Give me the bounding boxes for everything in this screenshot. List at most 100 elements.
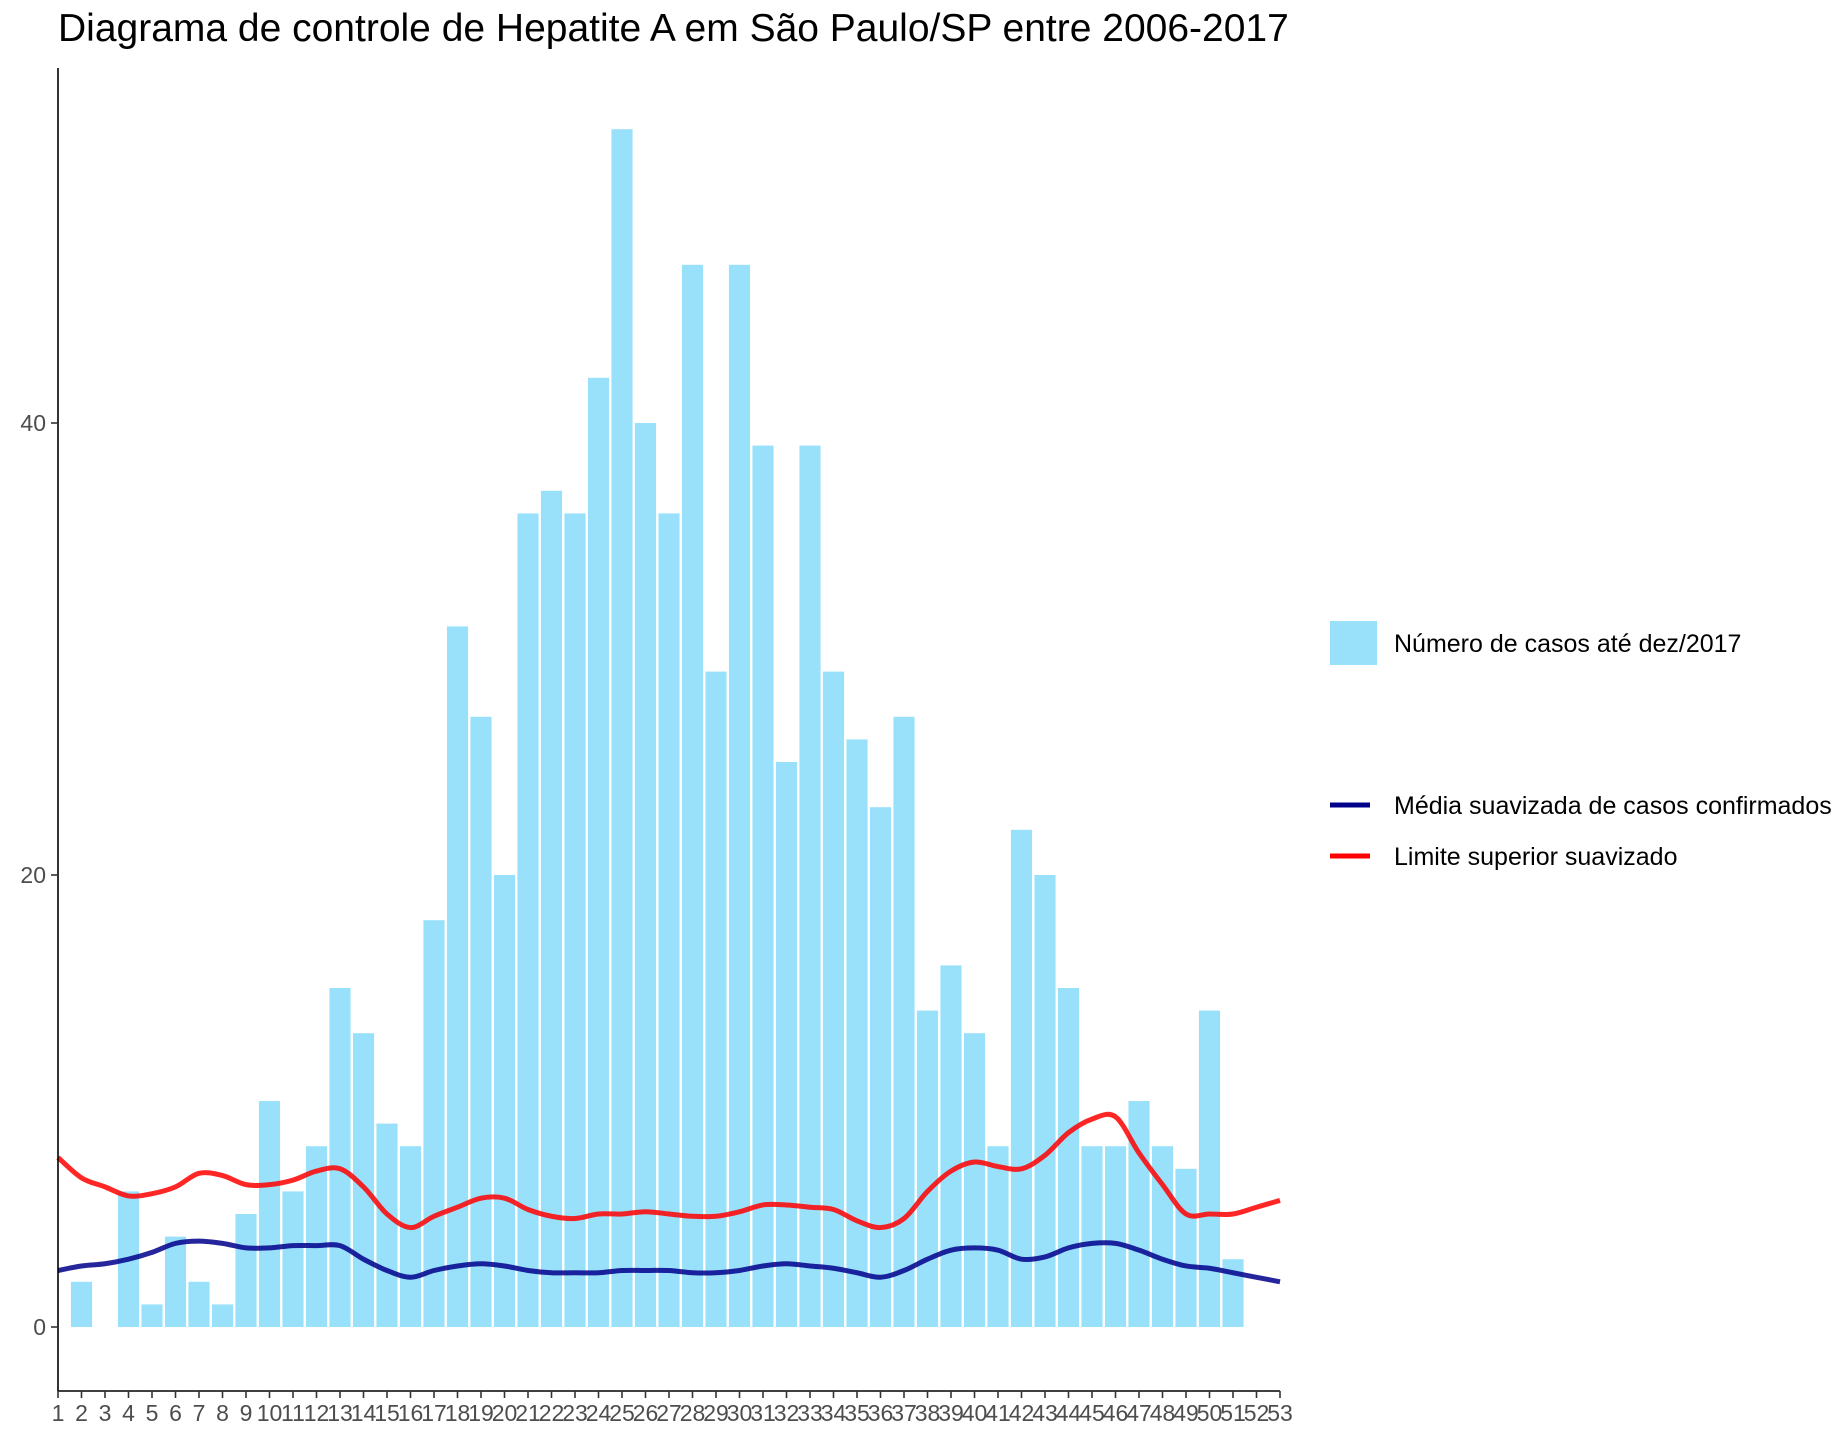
x-tick-label: 10 — [257, 1400, 283, 1426]
bar-week-24 — [587, 377, 610, 1327]
legend-bar-key — [1330, 621, 1377, 665]
bar-week-26 — [634, 423, 657, 1327]
chart-title: Diagrama de controle de Hepatite A em Sã… — [58, 7, 1289, 50]
x-tick-label: 5 — [146, 1400, 159, 1426]
x-tick-label: 49 — [1173, 1400, 1199, 1426]
bar-week-42 — [1010, 829, 1033, 1327]
x-tick-label: 47 — [1126, 1400, 1152, 1426]
bar-week-41 — [987, 1146, 1009, 1327]
bar-week-13 — [329, 988, 351, 1327]
x-tick-label: 52 — [1244, 1400, 1270, 1426]
x-tick-label: 4 — [122, 1400, 135, 1426]
x-tick-label: 29 — [703, 1400, 729, 1426]
x-tick-label: 11 — [281, 1400, 305, 1426]
x-tick-label: 6 — [169, 1400, 182, 1426]
bar-week-35 — [846, 739, 868, 1327]
x-tick-label: 9 — [240, 1400, 253, 1426]
bar-week-23 — [564, 513, 586, 1327]
bar-week-15 — [376, 1123, 398, 1327]
bar-week-33 — [799, 445, 821, 1328]
legend-mean-label: Média suavizada de casos confirmados — [1394, 792, 1832, 820]
bar-week-50 — [1198, 1010, 1221, 1327]
bar-week-43 — [1034, 875, 1056, 1327]
bar-week-38 — [916, 1010, 939, 1327]
x-tick-label: 37 — [891, 1400, 917, 1426]
x-tick-label: 35 — [844, 1400, 870, 1426]
bar-week-27 — [658, 513, 680, 1327]
bar-week-12 — [305, 1146, 328, 1327]
y-tick-label: 20 — [20, 862, 46, 888]
x-tick-label: 42 — [1009, 1400, 1035, 1426]
bar-week-9 — [235, 1214, 257, 1327]
x-tick-label: 24 — [586, 1400, 612, 1426]
x-tick-label: 18 — [445, 1400, 471, 1426]
x-tick-label: 36 — [868, 1400, 894, 1426]
x-tick-label: 40 — [962, 1400, 988, 1426]
bar-week-17 — [423, 920, 445, 1327]
x-tick-label: 53 — [1267, 1400, 1293, 1426]
bar-week-11 — [282, 1191, 304, 1327]
x-tick-label: 12 — [304, 1400, 330, 1426]
x-tick-label: 34 — [821, 1400, 847, 1426]
x-tick-label: 23 — [562, 1400, 588, 1426]
bar-week-8 — [211, 1304, 234, 1327]
legend-upper-limit-label: Limite superior suavizado — [1394, 843, 1677, 871]
bar-week-37 — [893, 716, 915, 1327]
x-tick-label: 32 — [774, 1400, 800, 1426]
x-tick-label: 27 — [656, 1400, 682, 1426]
x-tick-label: 31 — [750, 1400, 776, 1426]
x-tick-label: 30 — [727, 1400, 753, 1426]
x-tick-label: 2 — [75, 1400, 88, 1426]
bar-week-44 — [1057, 988, 1080, 1327]
bar-week-28 — [681, 264, 704, 1327]
bar-week-32 — [775, 762, 798, 1327]
bar-week-7 — [188, 1281, 210, 1327]
x-tick-label: 33 — [797, 1400, 823, 1426]
x-tick-label: 17 — [421, 1400, 447, 1426]
x-tick-label: 3 — [99, 1400, 112, 1426]
x-tick-label: 1 — [52, 1400, 65, 1426]
bar-week-40 — [963, 1033, 986, 1327]
y-tick-label: 0 — [33, 1314, 46, 1340]
x-tick-label: 7 — [193, 1400, 206, 1426]
bar-week-21 — [517, 513, 539, 1327]
bar-week-45 — [1081, 1146, 1103, 1327]
bar-week-29 — [705, 671, 727, 1327]
x-tick-label: 48 — [1150, 1400, 1176, 1426]
bar-week-22 — [540, 490, 563, 1327]
x-tick-label: 16 — [398, 1400, 424, 1426]
bar-week-39 — [940, 965, 962, 1327]
x-tick-label: 26 — [633, 1400, 659, 1426]
bar-week-30 — [728, 264, 751, 1327]
x-tick-label: 25 — [609, 1400, 635, 1426]
x-tick-label: 15 — [374, 1400, 400, 1426]
bar-week-47 — [1128, 1101, 1150, 1327]
x-tick-label: 21 — [515, 1400, 541, 1426]
x-tick-label: 8 — [216, 1400, 229, 1426]
bar-week-20 — [493, 875, 516, 1327]
x-tick-label: 38 — [915, 1400, 941, 1426]
legend-bar-label: Número de casos até dez/2017 — [1394, 630, 1741, 658]
x-tick-label: 45 — [1079, 1400, 1105, 1426]
bar-week-16 — [399, 1146, 422, 1327]
bar-week-5 — [141, 1304, 163, 1327]
bar-week-34 — [822, 671, 845, 1327]
bars-group — [70, 129, 1244, 1328]
x-tick-label: 41 — [985, 1400, 1011, 1426]
x-tick-label: 28 — [680, 1400, 706, 1426]
x-tick-label: 13 — [327, 1400, 353, 1426]
x-tick-label: 46 — [1103, 1400, 1129, 1426]
x-tick-label: 43 — [1032, 1400, 1058, 1426]
y-tick-label: 40 — [20, 410, 46, 436]
x-tick-label: 19 — [468, 1400, 494, 1426]
x-tick-label: 44 — [1056, 1400, 1082, 1426]
legend: Número de casos até dez/2017 Média suaviz… — [1330, 621, 1832, 871]
bar-week-19 — [470, 716, 492, 1327]
mean-smoothed-line — [57, 1238, 1281, 1285]
x-tick-label: 14 — [351, 1400, 377, 1426]
bar-week-2 — [70, 1281, 93, 1327]
bar-week-49 — [1175, 1168, 1197, 1327]
upper-limit-smoothed-line — [56, 1111, 1281, 1231]
